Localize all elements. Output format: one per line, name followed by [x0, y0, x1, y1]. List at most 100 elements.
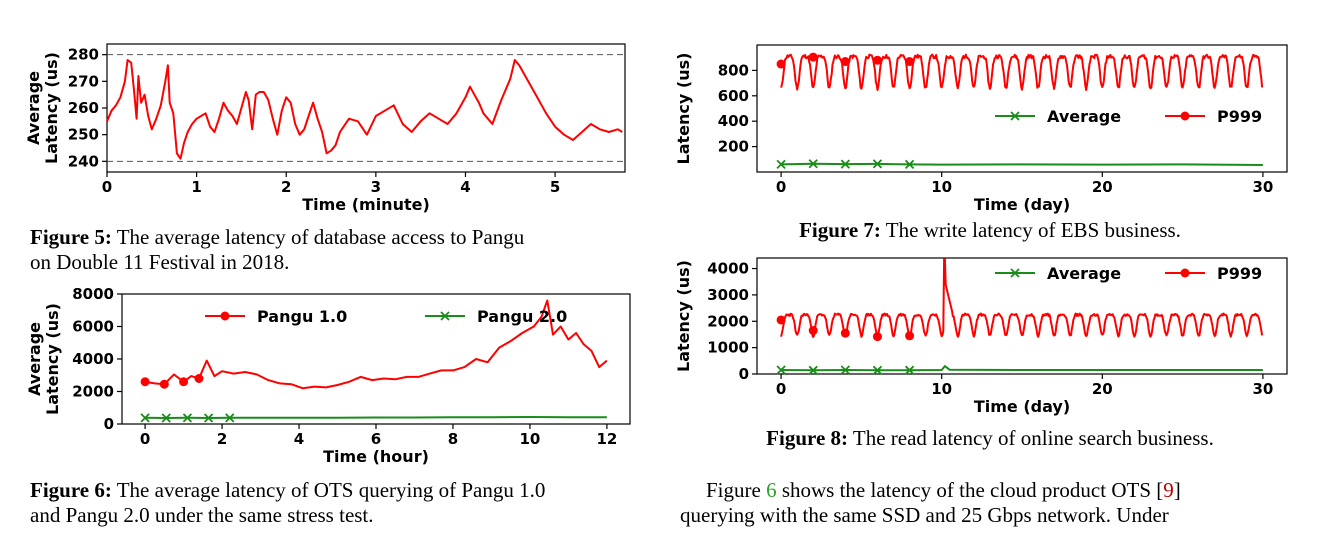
fig8-series-p999	[780, 258, 1264, 338]
fig6-x-tick-label: 8	[448, 430, 458, 448]
figure-6-caption-text-1: The average latency of OTS querying of P…	[111, 478, 546, 502]
fig6-series-pangu-2-0	[145, 416, 607, 419]
fig7-y-tick-label: 800	[718, 61, 749, 79]
fig8-plot-frame	[756, 257, 1288, 375]
fig5-plot-frame	[106, 43, 626, 173]
fig6-marker-x	[203, 413, 214, 423]
fig8-x-tick-label: 20	[1092, 380, 1113, 398]
fig6-legend-label: Pangu 1.0	[257, 307, 347, 326]
fig7-marker-dot	[840, 57, 850, 67]
fig7-y-axis-label: Latency (us)	[674, 53, 693, 165]
fig7-y-tick-label: 200	[718, 138, 749, 156]
fig6-marker-dot	[194, 374, 204, 383]
fig7-marker-dot	[808, 52, 818, 62]
fig7-chart: 0 10 20 30 200 400 600 800 Time (day) Latency (us…	[674, 44, 1288, 214]
citation-9-link[interactable]: 9	[1163, 478, 1174, 502]
figure-6-caption-text-2: and Pangu 2.0 under the same stress test…	[30, 503, 374, 527]
fig5-x-tick-label: 4	[460, 178, 470, 196]
fig5-x-axis-label: Time (minute)	[302, 195, 430, 214]
fig8-x-tick-label: 30	[1252, 380, 1273, 398]
fig8-marker-x	[840, 365, 850, 375]
figure-7-caption-text-1: The write latency of EBS business.	[880, 218, 1181, 242]
fig8-marker-dot	[840, 328, 850, 338]
fig8-y-tick-label: 4000	[707, 260, 749, 278]
fig7-x-tick-label: 20	[1092, 178, 1113, 196]
fig6-marker-dot	[140, 377, 150, 387]
fig7-x-tick-label: 0	[776, 178, 786, 196]
fig8-series-average	[781, 365, 1263, 372]
fig7-marker-x	[776, 159, 786, 170]
fig8-chart: 0 10 20 30 0 1000 2000 3000 4000 Time (day) Latenc…	[674, 257, 1288, 416]
body-text-2: querying with the same SSD and 25 Gbps n…	[680, 503, 1169, 527]
fig7-marker-x	[904, 159, 915, 170]
figure-8-label: Figure 8:	[766, 426, 849, 450]
figure-7-label: Figure 7:	[799, 218, 881, 242]
fig7-marker-dot	[776, 59, 786, 69]
fig7-legend-marker	[1180, 111, 1190, 121]
fig6-marker-x	[225, 413, 235, 423]
fig6-legend-marker	[220, 311, 230, 321]
fig6-x-tick-label: 4	[294, 430, 304, 448]
fig8-marker-dot	[905, 331, 915, 341]
figure-5-caption: Figure 5: The average latency of databas…	[30, 225, 524, 275]
fig7-marker-dot	[872, 55, 882, 65]
fig5-x-tick-label: 3	[371, 178, 381, 196]
fig8-legend-label: Average	[1047, 264, 1121, 283]
fig7-marker-dot	[905, 57, 915, 67]
fig8-y-tick-label: 3000	[707, 286, 749, 304]
fig7-y-tick-label: 600	[718, 87, 749, 105]
fig7-x-tick-label: 30	[1252, 178, 1273, 196]
fig7-y-tick-label: 400	[718, 112, 749, 130]
fig8-marker-x	[776, 365, 786, 375]
fig5-y-axis-label: Latency (us)	[42, 52, 61, 164]
fig6-series-pangu-1-0	[144, 299, 608, 390]
fig6-marker-x	[140, 413, 150, 423]
fig7-legend-marker	[1010, 111, 1020, 121]
fig6-legend-label: Pangu 2.0	[477, 307, 567, 326]
fig5-x-tick-label: 0	[102, 178, 112, 196]
fig8-y-tick-label: 1000	[707, 339, 749, 357]
body-paragraph: Figure 6 shows the latency of the cloud …	[706, 478, 1181, 503]
fig7-series-average	[781, 162, 1263, 166]
fig6-x-tick-label: 6	[371, 430, 381, 448]
fig7-marker-x	[808, 159, 818, 169]
fig5-x-tick-label: 5	[550, 178, 560, 196]
fig5-y-tick-label: 240	[68, 152, 99, 170]
figure-6-reference-link[interactable]: 6	[766, 478, 777, 502]
fig7-series-p999	[780, 53, 1264, 91]
fig7-plot-frame	[756, 44, 1288, 173]
fig6-x-tick-label: 10	[520, 430, 541, 448]
fig5-y-tick-label: 270	[68, 72, 99, 90]
fig6-x-tick-label: 0	[140, 430, 150, 448]
fig8-x-tick-label: 0	[776, 380, 786, 398]
fig5-y-tick-label: 280	[68, 46, 99, 64]
fig6-chart: 0 2 4 6 8 10 12 0 2000 4000 6000 8000 Time (hour) Ave…	[25, 285, 631, 466]
fig7-marker-x	[840, 159, 850, 169]
fig6-y-tick-label: 4000	[72, 350, 114, 368]
fig5-chart: 0 1 2 3 4 5 240 250 260 270 280 Time (minute) Averag…	[24, 43, 626, 214]
fig8-legend-marker	[1180, 268, 1190, 278]
fig8-x-tick-label: 10	[931, 380, 952, 398]
fig6-x-tick-label: 12	[596, 430, 617, 448]
fig6-y-tick-label: 8000	[72, 285, 114, 303]
fig6-x-tick-label: 2	[217, 430, 227, 448]
fig8-x-axis-label: Time (day)	[974, 397, 1070, 416]
fig6-marker-dot	[159, 379, 169, 389]
fig6-marker-x	[182, 413, 193, 423]
fig8-legend-label: P999	[1217, 264, 1262, 283]
fig7-legend-label: P999	[1217, 107, 1262, 126]
fig5-y-axis-label: Average	[24, 71, 43, 145]
fig6-y-tick-label: 0	[104, 415, 114, 433]
figure-5-caption-text-2: on Double 11 Festival in 2018.	[30, 250, 290, 274]
body-text-1c: ]	[1173, 478, 1181, 502]
fig5-series-line	[106, 59, 623, 160]
figure-7-caption: Figure 7: The write latency of EBS busin…	[680, 218, 1300, 243]
fig6-legend-marker	[440, 311, 450, 321]
figure-5-label: Figure 5:	[30, 225, 112, 249]
figure-6-label: Figure 6:	[30, 478, 112, 502]
fig8-y-axis-label: Latency (us)	[674, 260, 693, 372]
figure-5-caption-text-1: The average latency of database access t…	[111, 225, 525, 249]
fig8-y-tick-label: 0	[739, 365, 749, 383]
body-text-1b: shows the latency of the cloud product O…	[776, 478, 1164, 502]
